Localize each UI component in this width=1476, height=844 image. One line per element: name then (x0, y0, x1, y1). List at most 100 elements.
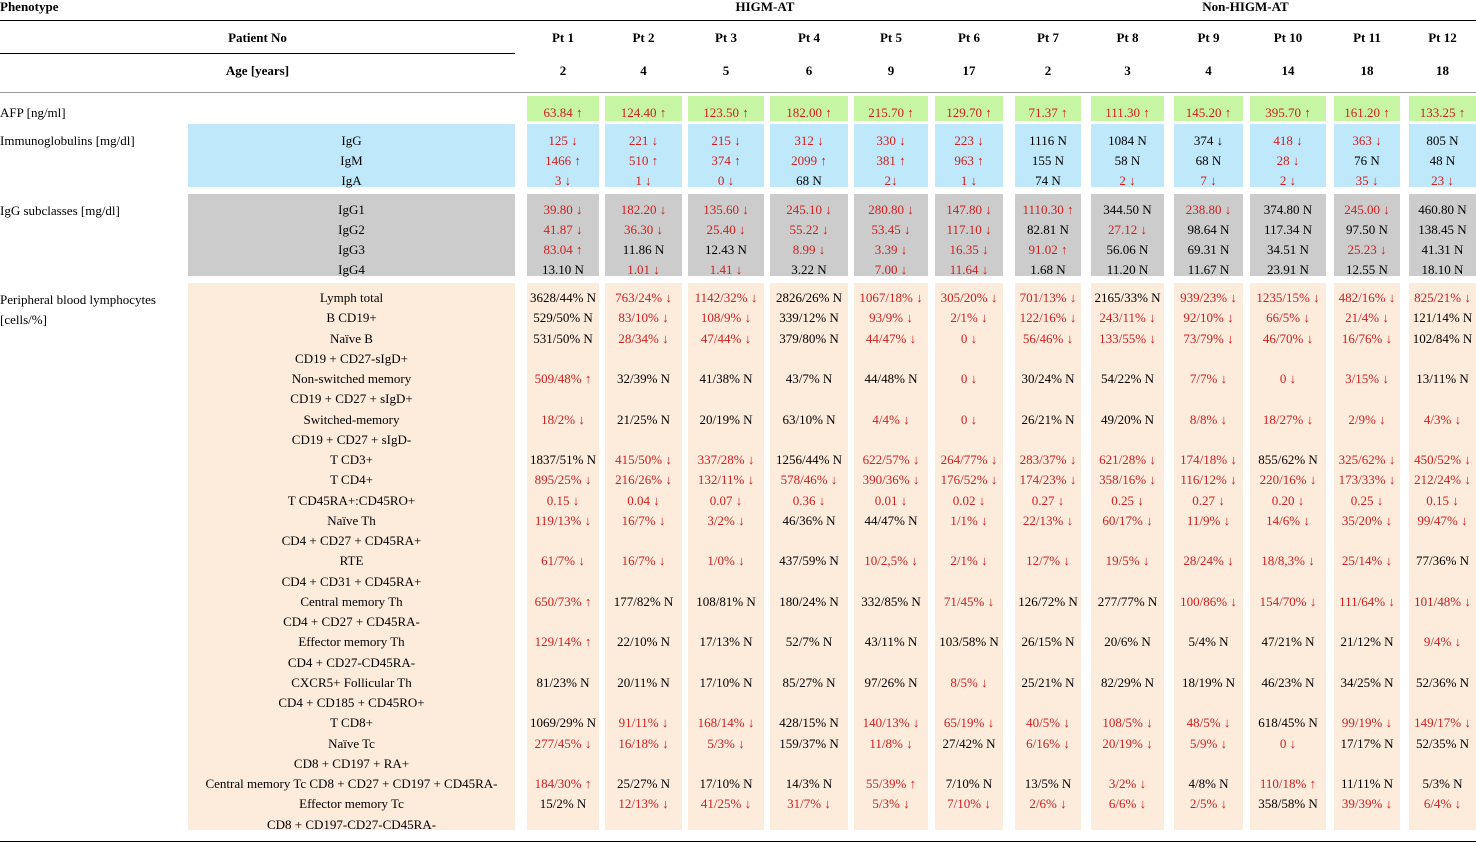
table-cell: 177/82% N (613, 594, 674, 609)
table-cell: 44/48% N (864, 371, 918, 386)
table-cell: 182.00 ↑ (786, 105, 832, 120)
table-cell: 184/30% ↑ (534, 776, 592, 791)
table-cell: 330 ↓ (876, 133, 906, 148)
table-cell: 123.50 ↑ (703, 105, 749, 120)
table-cell: 63/10% N (782, 412, 836, 427)
table-cell: 16/7% ↓ (621, 513, 666, 528)
table-cell: 82/29% N (1100, 675, 1155, 690)
table-cell: 22/10% N (616, 634, 671, 649)
table-cell: 1837/51% N (529, 452, 597, 467)
table-cell: 395.70 ↑ (1265, 105, 1311, 120)
table-cell: 618/45% N (1258, 715, 1318, 730)
table-cell: 1/0% ↓ (707, 553, 745, 568)
table-cell: 6/6% ↓ (1108, 796, 1147, 811)
table-cell: 58 N (1114, 153, 1141, 168)
table-cell: 41/38% N (699, 371, 753, 386)
row-label: IgG4 (338, 262, 365, 277)
table-cell: 509/48% ↑ (534, 371, 592, 386)
section-label: IgG subclasses [mg/dl] (0, 203, 120, 218)
table-cell: 2↓ (884, 173, 898, 188)
table-cell: 28/24% ↓ (1183, 553, 1234, 568)
table-cell: 14/6% ↓ (1266, 513, 1310, 528)
table-cell: 2/9% ↓ (1348, 412, 1386, 427)
table-cell: 97/26% N (864, 675, 918, 690)
value-band (854, 283, 928, 830)
table-cell: 221 ↓ (628, 133, 659, 148)
table-cell: 11.86 N (622, 242, 665, 257)
table-cell: 14/3% N (785, 776, 833, 791)
table-cell: 176/52% ↓ (940, 472, 998, 487)
table-cell: 44/47% N (864, 513, 918, 528)
table-cell: 280.80 ↓ (868, 202, 914, 217)
table-cell: 25/14% ↓ (1341, 553, 1393, 568)
patient-header: Pt 2 (632, 30, 655, 45)
table-cell: 122/16% ↓ (1019, 310, 1077, 325)
table-cell: 7 ↓ (1200, 173, 1217, 188)
value-band (854, 124, 928, 187)
table-cell: 108/9% ↓ (700, 310, 752, 325)
table-cell: 428/15% N (779, 715, 839, 730)
table-cell: 0 ↓ (960, 331, 978, 346)
table-cell: 212/24% ↓ (1414, 472, 1471, 487)
row-label: Non-switched memory (291, 371, 412, 386)
table-cell: 763/24% ↓ (615, 290, 672, 305)
value-band (1015, 194, 1081, 276)
table-cell: 99/19% ↓ (1341, 715, 1393, 730)
table-cell: 238.80 ↓ (1185, 202, 1232, 217)
table-cell: 337/28% ↓ (697, 452, 755, 467)
patient-header: Pt 3 (714, 30, 738, 45)
row-label: T CD8+ (330, 715, 373, 730)
value-band (1015, 124, 1081, 187)
patient-header: Pt 12 (1428, 30, 1457, 45)
table-cell: 119/13% ↓ (534, 513, 592, 528)
table-cell: 74 N (1035, 173, 1061, 188)
table-cell: 116/12% ↓ (1180, 472, 1237, 487)
table-cell: 11/9% ↓ (1186, 513, 1231, 528)
table-cell: 1.01 ↓ (627, 262, 660, 277)
table-cell: 11/8% ↓ (869, 736, 913, 751)
table-cell: 161.20 ↑ (1344, 105, 1390, 120)
table-cell: 174/23% ↓ (1019, 472, 1077, 487)
table-cell: 25/27% N (616, 776, 671, 791)
table-cell: 97.50 N (1346, 222, 1388, 237)
table-cell: 145.20 ↑ (1185, 105, 1232, 120)
table-cell: 3628/44% N (529, 290, 597, 305)
table-cell: 220/16% ↓ (1259, 472, 1317, 487)
table-cell: 19/5% ↓ (1105, 553, 1150, 568)
row-label: Central memory Tc CD8 + CD27 + CD197 + C… (205, 776, 498, 791)
value-band (688, 283, 764, 830)
table-cell: 1084 N (1108, 133, 1147, 148)
value-band (854, 194, 928, 276)
table-cell: 25/21% N (1021, 675, 1075, 690)
table-cell: 20/19% ↓ (1102, 736, 1153, 751)
table-cell: 510 ↑ (628, 153, 659, 168)
table-cell: 12/7% ↓ (1026, 553, 1070, 568)
table-cell: 56.06 N (1106, 242, 1149, 257)
table-cell: 28 ↓ (1276, 153, 1300, 168)
table-cell: 18/8,3% ↓ (1261, 553, 1315, 568)
table-cell: 20/11% N (617, 675, 670, 690)
table-cell: 61/7% ↓ (541, 553, 585, 568)
table-cell: 283/37% ↓ (1019, 452, 1077, 467)
value-band (605, 283, 682, 830)
row-label: B CD19+ (326, 310, 377, 325)
row-label: RTE (339, 553, 364, 568)
table-cell: 53.45 ↓ (871, 222, 911, 237)
table-cell: 531/50% N (533, 331, 593, 346)
table-cell: 66/5% ↓ (1266, 310, 1310, 325)
row-label: IgM (340, 153, 363, 168)
table-cell: 117.10 ↓ (946, 222, 992, 237)
age-value: 6 (805, 63, 813, 78)
table-cell: 39/39% ↓ (1341, 796, 1393, 811)
table-cell: 21/25% N (616, 412, 671, 427)
value-band (1334, 124, 1400, 187)
table-cell: 25.40 ↓ (706, 222, 746, 237)
patient-no-label: Patient No (228, 30, 287, 45)
table-cell: 132/11% ↓ (697, 472, 755, 487)
table-cell: 2099 ↑ (791, 153, 827, 168)
age-value: 18 (1436, 63, 1449, 78)
table-cell: 17/10% N (699, 776, 753, 791)
section-label: Immunoglobulins [mg/dl] (0, 133, 135, 148)
age-value: 9 (887, 63, 895, 78)
table-cell: 0.15 ↓ (1426, 493, 1459, 508)
